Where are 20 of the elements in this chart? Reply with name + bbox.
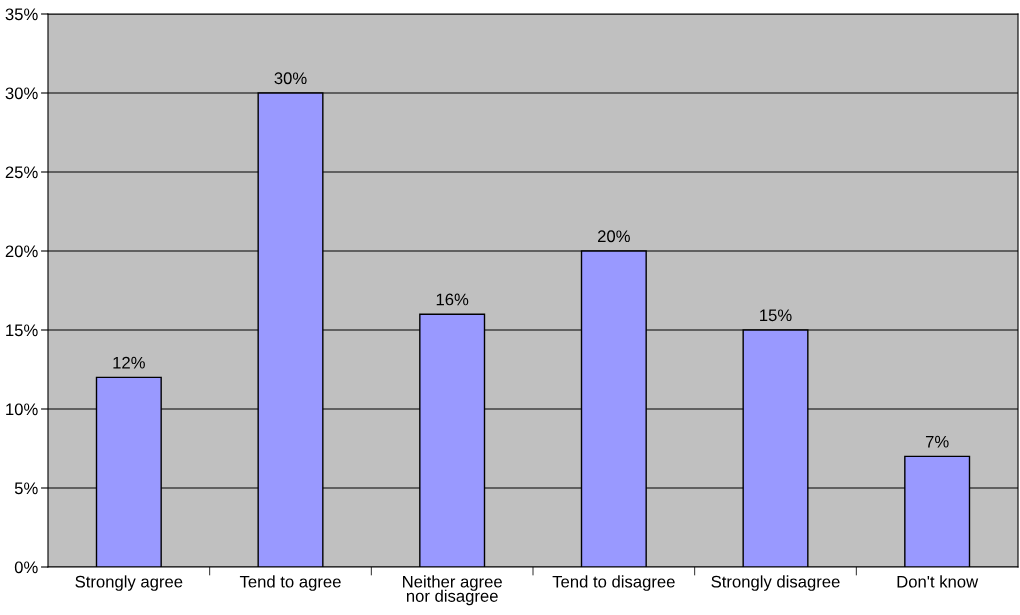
data-label: 7% xyxy=(925,435,949,448)
y-tick-label: 25% xyxy=(5,166,38,179)
data-label: 20% xyxy=(597,230,630,243)
x-tick-label: Don't know xyxy=(897,575,979,588)
y-tick-label: 10% xyxy=(6,403,38,416)
y-tick-label: 0% xyxy=(14,561,38,574)
data-label: 30% xyxy=(274,72,307,85)
y-tick-label: 20% xyxy=(5,245,38,258)
y-tick-label: 30% xyxy=(5,87,38,100)
y-tick-label: 5% xyxy=(14,482,38,495)
x-tick-label: Strongly agree xyxy=(75,575,183,591)
data-label: 15% xyxy=(760,309,792,322)
data-label: 12% xyxy=(113,356,145,369)
x-tick-label: Tend to disagree xyxy=(552,575,675,591)
x-tick-label: Tend to agree xyxy=(239,575,341,591)
y-tick-label: 35% xyxy=(5,8,38,21)
x-tick-label: Neither agree nor disagree xyxy=(403,575,502,606)
y-tick-label: 15% xyxy=(6,324,38,337)
data-label: 16% xyxy=(436,293,469,306)
x-tick-label: Strongly disagree xyxy=(711,575,840,591)
